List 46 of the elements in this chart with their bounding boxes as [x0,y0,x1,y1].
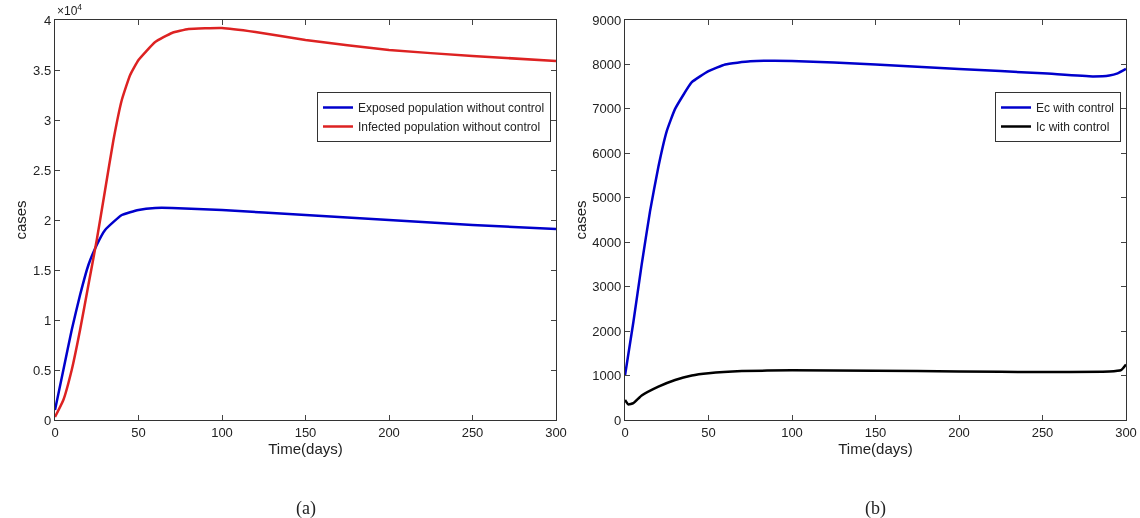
legend-label: Ic with control [1035,120,1110,135]
legend-label: Ec with control [1035,101,1115,116]
legend-label: Exposed population without control [357,101,545,116]
y-tick-label: 3 [43,112,52,128]
y-tick-label: 0 [43,412,52,428]
y-tick-label: 3000 [592,279,622,295]
y-tick-label: 4000 [592,234,622,250]
text: (b) [865,498,886,518]
y-tick-label: 0 [613,412,622,428]
x-axis-title: Time(days) [268,439,343,457]
y-tick-label: 1.5 [33,262,52,278]
y-tick-label: 7000 [592,101,622,117]
x-axis-title: Time(days) [838,439,913,457]
x-tick-label: 50 [701,424,716,440]
y-tick-label: 9000 [592,12,622,28]
x-tick-label: 200 [378,424,400,440]
x-tick-label: 50 [131,424,146,440]
y-tick-label: 1 [43,312,52,328]
y-tick-label: 8000 [592,56,622,72]
line-series [55,206,556,412]
y-tick-label: 2 [43,212,52,228]
y-tick-label: 6000 [592,145,622,161]
x-tick-label: 200 [948,424,970,440]
x-tick-label: 150 [294,424,317,440]
x-tick-label: 100 [211,424,233,440]
line-series [55,26,556,419]
text: ×10$^{4}$ [57,2,83,19]
x-tick-label: 250 [461,424,484,440]
y-tick-label: 5000 [592,190,622,206]
x-tick-label: 250 [1031,424,1054,440]
y-tick-label: 2.5 [33,162,52,178]
y-tick-label: 1000 [592,368,622,384]
y-tick-label: 4 [43,12,52,28]
x-tick-label: 300 [545,424,567,440]
x-tick-label: 300 [1115,424,1137,440]
text: (a) [296,498,316,518]
x-tick-label: 100 [781,424,803,440]
x-tick-label: 150 [864,424,887,440]
y-axis-title: cases [571,200,589,240]
legend-label: Infected population without control [357,120,541,135]
line-series [625,363,1126,406]
y-tick-label: 3.5 [33,62,52,78]
line-series [625,59,1126,377]
y-tick-label: 0.5 [33,362,52,378]
y-tick-label: 2000 [592,323,622,339]
y-axis-title: cases [12,200,30,240]
